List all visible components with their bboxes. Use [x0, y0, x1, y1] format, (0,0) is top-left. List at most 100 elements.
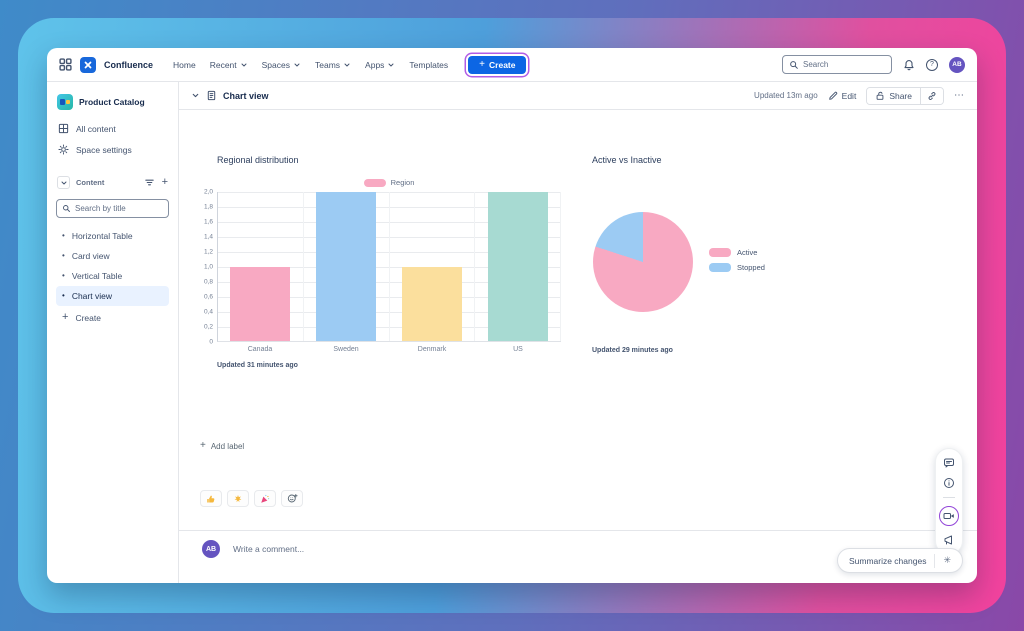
chevron-down-icon[interactable]: [57, 176, 70, 189]
toolbar-divider: [943, 497, 955, 498]
grid-icon: [58, 123, 69, 134]
sidebar-page-vertical-table[interactable]: • Vertical Table: [56, 266, 169, 286]
space-header[interactable]: Product Catalog: [56, 92, 169, 118]
nav-item-label: Spaces: [261, 59, 290, 70]
nav-item-templates[interactable]: Templates: [409, 60, 448, 70]
create-button[interactable]: + Create: [468, 55, 527, 74]
y-tick-label: 1,0: [203, 263, 213, 271]
edit-button[interactable]: Edit: [828, 91, 856, 101]
sidebar-item-space-settings[interactable]: Space settings: [56, 139, 169, 160]
bar-chart-canvas: 2,0 1,8 1,6 1,4 1,2 1,0 0,8 0,6 0,4 0,2 0: [199, 189, 561, 346]
legend-item-stopped: Stopped: [709, 263, 765, 272]
bar-slot: [218, 192, 304, 341]
content-section-header: Content +: [56, 174, 169, 191]
y-tick-label: 0,8: [203, 278, 213, 286]
sidebar-search[interactable]: [56, 199, 169, 218]
bar-xaxis-labels: Canada Sweden Denmark US: [217, 346, 561, 353]
notifications-bell-icon[interactable]: [903, 59, 915, 71]
legend-label: Stopped: [737, 263, 765, 272]
brand-name: Confluence: [104, 59, 154, 70]
pie-chart-updated: Updated 29 minutes ago: [592, 347, 673, 354]
sidebar-item-label: Space settings: [76, 144, 132, 155]
sidebar-page-card-view[interactable]: • Card view: [56, 246, 169, 266]
global-search[interactable]: [782, 55, 892, 74]
y-tick-label: 0,2: [203, 323, 213, 331]
pie-chart-legend: Active Stopped: [709, 248, 765, 272]
plus-icon: +: [479, 58, 486, 70]
y-tick-label: 1,6: [203, 218, 213, 226]
nav-item-home[interactable]: Home: [173, 60, 196, 70]
bar-slot: [475, 192, 561, 341]
bar-us: [487, 192, 548, 341]
filter-icon[interactable]: [144, 177, 155, 188]
add-reaction-button[interactable]: [281, 490, 303, 507]
y-tick-label: 1,2: [203, 248, 213, 256]
comment-divider: [179, 530, 977, 531]
bullet-icon: •: [62, 271, 65, 280]
sidebar-item-all-content[interactable]: All content: [56, 118, 169, 139]
help-icon[interactable]: ?: [926, 58, 938, 71]
more-menu-button[interactable]: ⋯: [954, 90, 965, 101]
nav-item-spaces[interactable]: Spaces: [262, 60, 301, 70]
legend-swatch: [709, 248, 731, 257]
page-body: Regional distribution Region 2,0 1,8 1,6 1,…: [179, 110, 977, 583]
reaction-party-popper-button[interactable]: [254, 490, 276, 507]
sidebar-search-input[interactable]: [75, 204, 163, 213]
link-icon: [927, 91, 937, 101]
bar-denmark: [401, 266, 462, 341]
search-icon: [789, 60, 799, 70]
search-icon: [62, 204, 71, 213]
comments-panel-button[interactable]: [943, 457, 955, 469]
reaction-clap-button[interactable]: [227, 490, 249, 507]
nav-item-recent[interactable]: Recent: [210, 60, 248, 70]
feedback-button[interactable]: [943, 534, 955, 546]
comment-composer[interactable]: AB Write a comment...: [202, 540, 304, 558]
bar-plot: [217, 192, 561, 342]
bar-slot: [390, 192, 476, 341]
nav-item-label: Recent: [209, 59, 237, 70]
summarize-changes-button[interactable]: Summarize changes ✳: [836, 548, 963, 573]
nav-item-apps[interactable]: Apps: [365, 60, 395, 70]
y-tick-label: 0,4: [203, 308, 213, 316]
app-switcher-icon[interactable]: [59, 58, 72, 71]
content-section-actions: +: [144, 177, 168, 188]
sidebar-create-button[interactable]: + Create: [62, 311, 101, 323]
details-panel-button[interactable]: [943, 477, 955, 489]
legend-label: Active: [737, 248, 758, 257]
thumbs-up-icon: [206, 494, 216, 504]
info-icon: [943, 477, 955, 489]
background-frame: Confluence Home Recent Spaces Teams Apps Temp…: [18, 18, 1006, 613]
plus-icon: +: [62, 311, 69, 323]
add-reaction-smiley-icon: [287, 493, 298, 504]
user-avatar[interactable]: AB: [949, 56, 965, 73]
plus-icon: +: [200, 440, 206, 451]
share-button-group: Share: [866, 86, 944, 105]
page-header-actions: Updated 13m ago Edit: [754, 86, 965, 105]
collapse-chevron-icon[interactable]: [191, 91, 200, 100]
search-input[interactable]: [803, 60, 885, 69]
bar-chart-legend: Region: [217, 178, 561, 187]
confluence-logo-icon[interactable]: [80, 56, 96, 73]
nav-item-label: Teams: [315, 59, 341, 70]
y-tick-label: 0,6: [203, 293, 213, 301]
comment-placeholder[interactable]: Write a comment...: [233, 544, 305, 554]
sidebar-page-horizontal-table[interactable]: • Horizontal Table: [56, 226, 169, 246]
y-tick-label: 0: [209, 338, 213, 346]
bar-canada: [230, 266, 291, 341]
copy-link-button[interactable]: [920, 87, 943, 104]
pie-chart-block: Active vs Inactive Active Stopped Updated…: [592, 155, 922, 375]
nav-item-teams[interactable]: Teams: [315, 60, 351, 70]
nav-item-label: Home: [173, 59, 196, 70]
share-button[interactable]: Share: [867, 87, 920, 104]
button-divider: [934, 553, 936, 568]
comment-avatar: AB: [202, 540, 220, 558]
confluence-window: Confluence Home Recent Spaces Teams Apps Temp…: [47, 48, 977, 583]
content-section-label: Content: [76, 178, 105, 187]
reaction-thumbs-up-button[interactable]: [200, 490, 222, 507]
bar-chart-block: Regional distribution Region 2,0 1,8 1,6 1,…: [199, 155, 561, 369]
navbar-right: ? AB: [782, 55, 965, 74]
video-button[interactable]: [943, 510, 955, 522]
add-label-button[interactable]: + Add label: [200, 440, 245, 451]
add-content-icon[interactable]: +: [161, 176, 168, 188]
sidebar-page-chart-view[interactable]: • Chart view: [56, 286, 169, 306]
